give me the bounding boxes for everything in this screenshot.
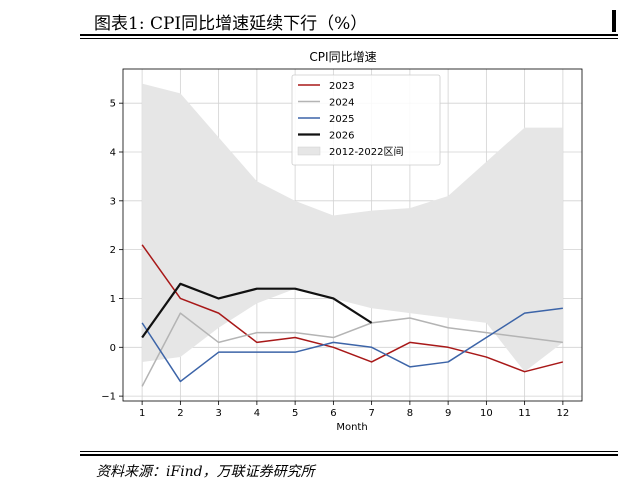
top-rule bbox=[80, 34, 618, 36]
legend-label-2026: 2026 bbox=[329, 131, 354, 142]
x-tick-label: 9 bbox=[445, 408, 451, 419]
x-tick-label: 8 bbox=[407, 408, 413, 419]
bottom-rule-thin bbox=[80, 451, 618, 452]
series-line-2025 bbox=[141, 307, 563, 383]
band-area bbox=[142, 83, 563, 372]
top-rule-thin bbox=[80, 38, 618, 39]
x-axis-label: Month bbox=[336, 422, 367, 433]
legend-label-2023: 2023 bbox=[329, 81, 354, 92]
x-tick-label: 10 bbox=[480, 408, 493, 419]
figure-title: 图表1: CPI同比增速延续下行（%） bbox=[94, 14, 368, 34]
x-tick-label: 2 bbox=[177, 408, 183, 419]
y-tick-label: 0 bbox=[110, 343, 116, 354]
legend-label-2024: 2024 bbox=[329, 98, 354, 109]
figure-header: 图表1: CPI同比增速延续下行（%） bbox=[80, 0, 618, 40]
y-tick-label: −1 bbox=[101, 392, 116, 403]
y-tick-label: 2 bbox=[110, 245, 116, 256]
y-tick-label: 5 bbox=[110, 99, 116, 110]
x-tick-label: 6 bbox=[330, 408, 336, 419]
right-edge-mark bbox=[612, 10, 616, 32]
x-tick-label: 11 bbox=[518, 408, 531, 419]
x-tick-label: 12 bbox=[557, 408, 570, 419]
x-tick-label: 3 bbox=[215, 408, 221, 419]
range-band bbox=[142, 83, 563, 372]
series-lines bbox=[141, 244, 564, 387]
y-tick-label: 3 bbox=[110, 196, 116, 207]
x-tick-label: 7 bbox=[368, 408, 374, 419]
x-tick-label: 1 bbox=[139, 408, 145, 419]
chart-title: CPI同比增速 bbox=[309, 50, 376, 64]
y-tick-label: 1 bbox=[110, 294, 116, 305]
plot-frame bbox=[122, 68, 583, 402]
legend-label-band: 2012-2022区间 bbox=[329, 145, 404, 158]
series-line-2023 bbox=[141, 244, 564, 373]
bottom-rule bbox=[80, 454, 618, 456]
legend-swatch-band bbox=[297, 146, 321, 156]
legend: 2023 2024 2025 2026 2012-2022区间 bbox=[291, 74, 441, 166]
series-line-2026 bbox=[141, 282, 373, 339]
x-tick-label: 4 bbox=[254, 408, 260, 419]
legend-box bbox=[291, 74, 441, 166]
legend-label-2025: 2025 bbox=[329, 114, 354, 125]
y-tick-label: 4 bbox=[110, 148, 116, 159]
source-note: 资料来源：iFind，万联证券研究所 bbox=[96, 464, 315, 480]
x-tick-label: 5 bbox=[292, 408, 298, 419]
